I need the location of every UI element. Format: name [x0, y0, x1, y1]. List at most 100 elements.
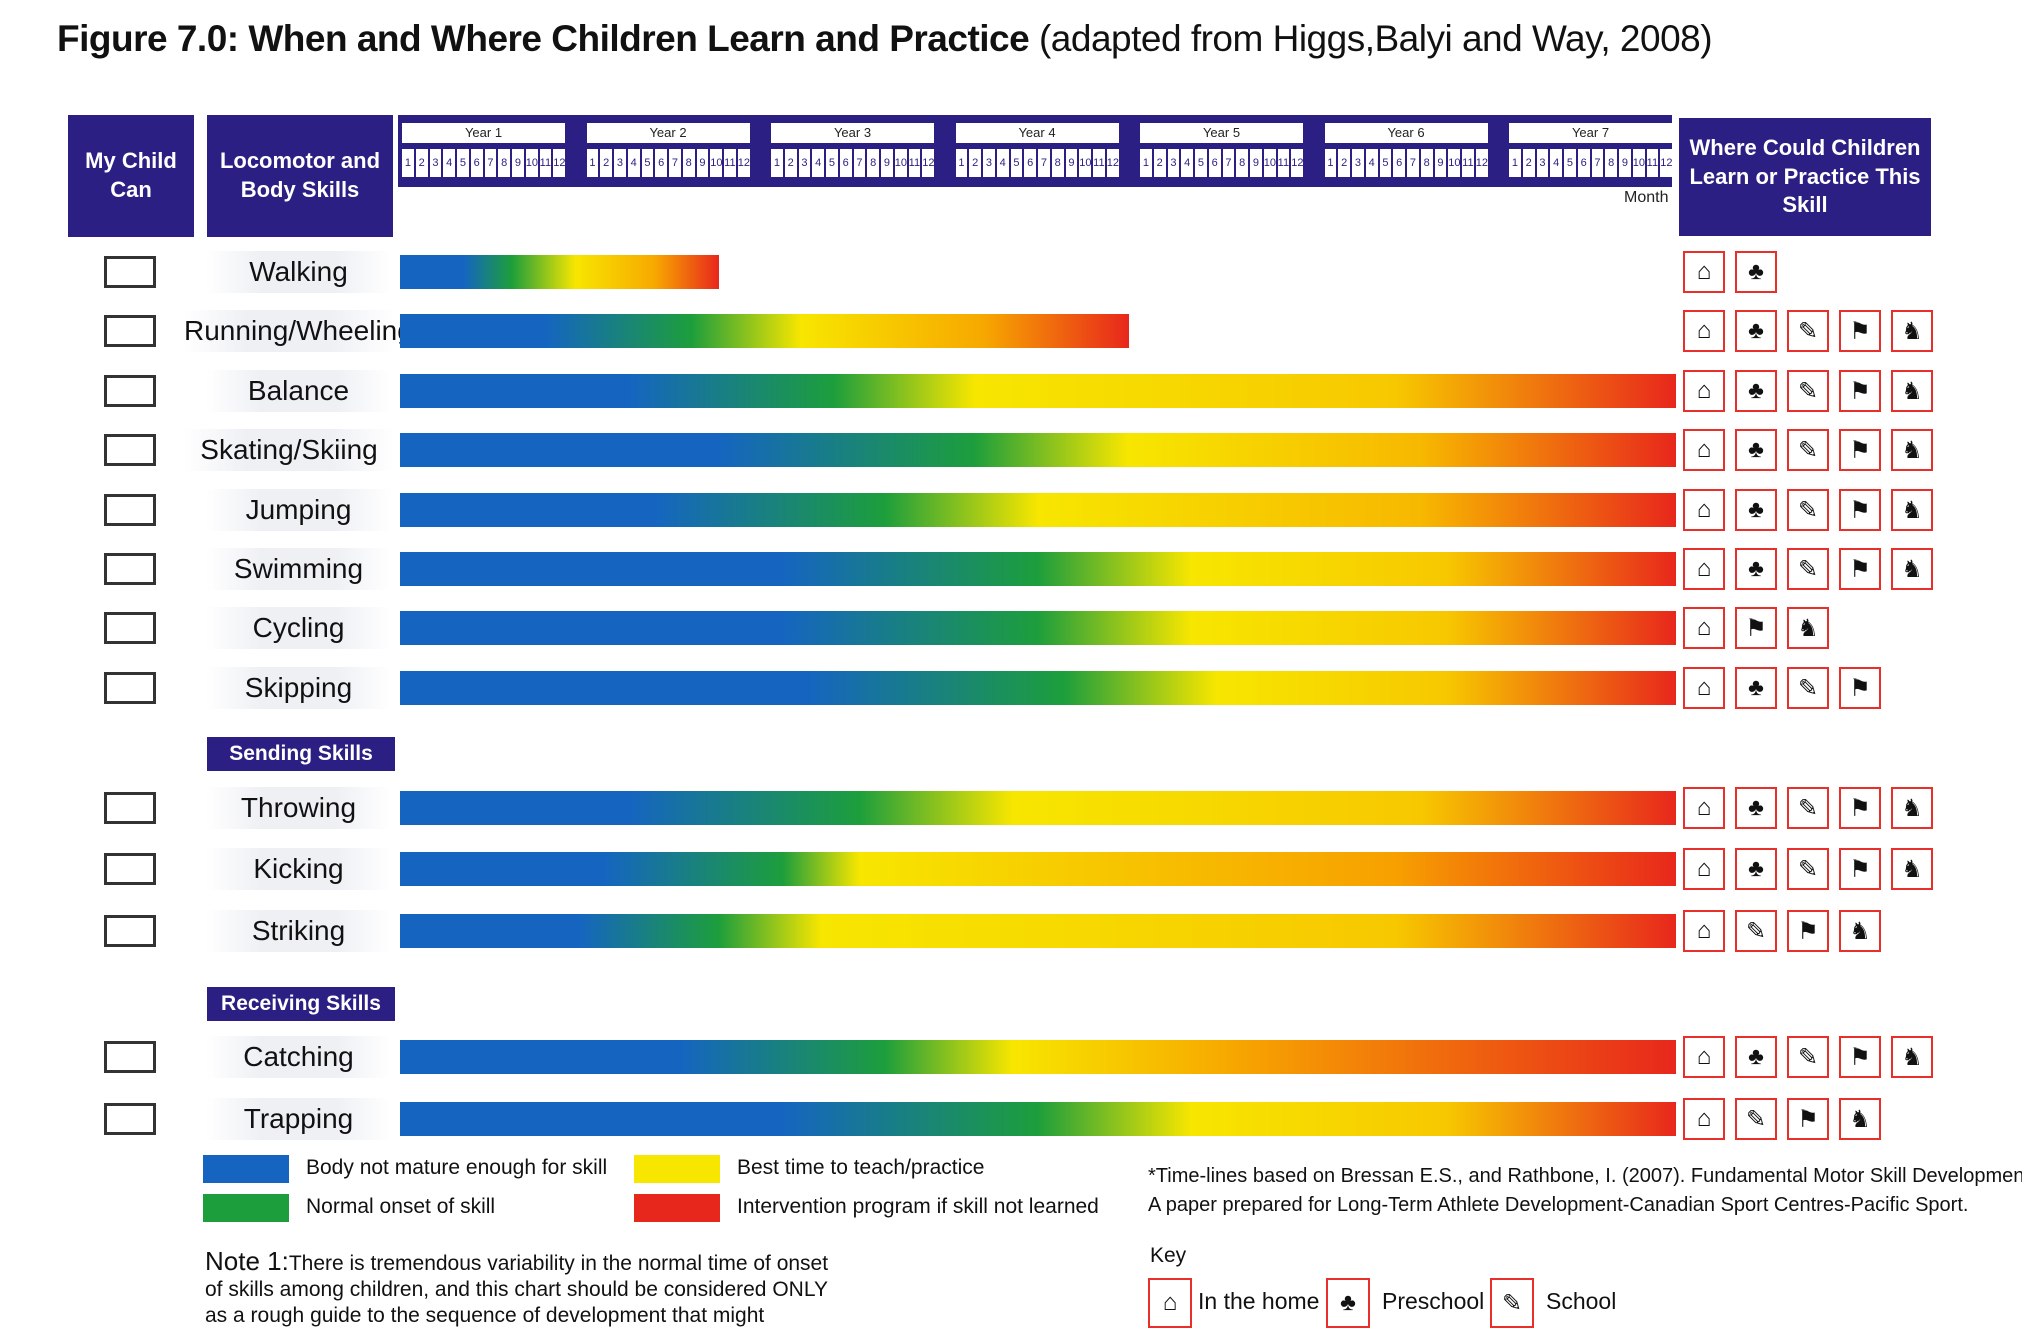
skill-label-striking: Striking: [206, 910, 391, 952]
month-cell: 9: [1250, 149, 1262, 177]
park-icon: ♞: [1891, 370, 1933, 412]
note-text: There is tremendous variability in the n…: [205, 1252, 829, 1327]
timeline-bar-walking: [400, 255, 719, 289]
month-cell: 11: [724, 149, 736, 177]
legend-label: Best time to teach/practice: [737, 1156, 985, 1179]
locomotor-header: Locomotor and Body Skills: [207, 115, 393, 237]
month-cell: 1: [1140, 149, 1152, 177]
legend-label: Normal onset of skill: [306, 1195, 496, 1218]
playground-icon: ⚑: [1839, 310, 1881, 352]
home-icon: ⌂: [1683, 848, 1725, 890]
month-cell: 9: [696, 149, 709, 177]
my-child-can-checkbox-running-wheeling[interactable]: [104, 315, 156, 347]
year-label: Year 4: [955, 123, 1119, 143]
month-cell: 8: [1605, 149, 1617, 177]
my-child-can-checkbox-catching[interactable]: [104, 1041, 156, 1073]
playground-icon: ⚑: [1839, 489, 1881, 531]
my-child-can-checkbox-skipping[interactable]: [104, 672, 156, 704]
month-cell: 3: [1167, 149, 1180, 177]
legend-swatch: [203, 1155, 289, 1183]
skill-label-walking: Walking: [206, 251, 391, 293]
month-cell: 5: [457, 149, 469, 177]
playground-icon: ⚑: [1787, 910, 1829, 952]
month-cell: 9: [1065, 149, 1078, 177]
home-icon: ⌂: [1683, 370, 1725, 412]
my-child-can-checkbox-jumping[interactable]: [104, 494, 156, 526]
playground-icon: ⚑: [1839, 787, 1881, 829]
my-child-can-checkbox-cycling[interactable]: [104, 612, 156, 644]
month-cell: 10: [1632, 149, 1645, 177]
school-icon: ✎: [1787, 489, 1829, 531]
park-icon: ♞: [1891, 310, 1933, 352]
month-cell: 11: [1646, 149, 1659, 177]
month-cell: 10: [894, 149, 907, 177]
year-column-4: Year 4 1 2 3 4 5 6 7 8 9 10 11 12: [955, 123, 1119, 183]
timeline-bar-kicking: [400, 852, 1676, 886]
legend-label: Intervention program if skill not learne…: [737, 1195, 1099, 1218]
month-cell: 2: [1153, 149, 1166, 177]
month-axis-label: Month: [1624, 189, 1669, 206]
month-cell: 11: [1462, 149, 1474, 177]
month-cell: 10: [1448, 149, 1460, 177]
home-icon: ⌂: [1683, 1098, 1725, 1140]
my-child-can-checkbox-swimming[interactable]: [104, 553, 156, 585]
park-icon: ♞: [1839, 1098, 1881, 1140]
month-cell: 8: [1420, 149, 1433, 177]
skill-label-skating-skiing: Skating/Skiing: [184, 429, 394, 471]
month-cell: 5: [1195, 149, 1207, 177]
timeline-footnote: *Time-lines based on Bressan E.S., and R…: [1148, 1162, 2022, 1220]
month-cell: 1: [402, 149, 414, 177]
month-cell: 5: [1010, 149, 1023, 177]
key-preschool-glyph: ♣: [1340, 1289, 1356, 1316]
school-icon: ✎: [1787, 429, 1829, 471]
timeline-bar-balance: [400, 374, 1676, 408]
timeline-bar-jumping: [400, 493, 1676, 527]
month-cell: 7: [1222, 149, 1235, 177]
month-cell: 6: [1577, 149, 1590, 177]
my-child-can-checkbox-throwing[interactable]: [104, 792, 156, 824]
skill-label-skipping: Skipping: [206, 667, 391, 709]
playground-icon: ⚑: [1839, 1036, 1881, 1078]
month-cells: 1 2 3 4 5 6 7 8 9 10 11 12: [955, 149, 1119, 177]
my-child-can-checkbox-skating-skiing[interactable]: [104, 434, 156, 466]
my-child-can-checkbox-kicking[interactable]: [104, 853, 156, 885]
month-cell: 1: [955, 149, 968, 177]
where-learn-header: Where Could Children Learn or Practice T…: [1679, 118, 1931, 236]
month-cell: 6: [470, 149, 483, 177]
year-column-1: Year 1 1 2 3 4 5 6 7 8 9 10 11 12: [402, 123, 565, 183]
year-label: Year 1: [402, 123, 565, 143]
timeline-bar-trapping: [400, 1102, 1676, 1136]
footnote-line-2: A paper prepared for Long-Term Athlete D…: [1148, 1194, 1969, 1216]
month-cell: 10: [525, 149, 538, 177]
my-child-can-checkbox-trapping[interactable]: [104, 1103, 156, 1135]
skill-label-catching: Catching: [206, 1036, 391, 1078]
my-child-can-checkbox-striking[interactable]: [104, 915, 156, 947]
month-cell: 1: [1324, 149, 1337, 177]
month-cell: 2: [600, 149, 612, 177]
home-icon: ⌂: [1683, 310, 1725, 352]
month-cell: 5: [641, 149, 654, 177]
school-icon: ✎: [1787, 370, 1829, 412]
month-cell: 9: [1619, 149, 1631, 177]
my-child-can-checkbox-balance[interactable]: [104, 375, 156, 407]
my-child-can-header: My Child Can: [68, 115, 194, 237]
month-cell: 3: [614, 149, 626, 177]
skill-label-throwing: Throwing: [206, 787, 391, 829]
skill-label-jumping: Jumping: [206, 489, 391, 531]
playground-icon: ⚑: [1839, 548, 1881, 590]
my-child-can-checkbox-walking[interactable]: [104, 256, 156, 288]
month-cells: 1 2 3 4 5 6 7 8 9 10 11 12: [771, 149, 934, 177]
year-label: Year 2: [586, 123, 750, 143]
home-icon: ⌂: [1683, 548, 1725, 590]
note-heading: Note 1:: [205, 1246, 289, 1276]
key-home-glyph: ⌂: [1162, 1289, 1178, 1316]
month-cell: 3: [983, 149, 995, 177]
home-icon: ⌂: [1683, 251, 1725, 293]
month-cell: 4: [1550, 149, 1562, 177]
month-cell: 12: [1106, 149, 1119, 177]
year-label: Year 6: [1324, 123, 1488, 143]
preschool-icon: ♣: [1735, 251, 1777, 293]
figure-title-source: (adapted from Higgs,Balyi and Way, 2008): [1029, 18, 1713, 59]
month-cell: 1: [586, 149, 599, 177]
key-school-label: School: [1546, 1288, 1617, 1314]
